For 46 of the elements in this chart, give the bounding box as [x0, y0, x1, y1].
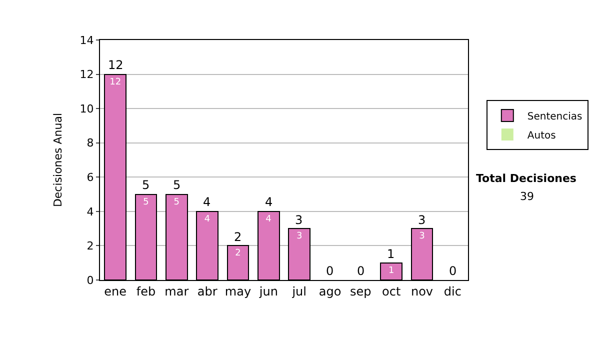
data-label: 2 [235, 248, 241, 259]
x-tick-label: jun [258, 284, 278, 298]
data-label: 5 [174, 197, 180, 208]
data-label: 4 [266, 214, 272, 224]
y-tick-label: 14 [80, 34, 94, 47]
legend-label: Sentencias [527, 111, 582, 122]
total-label: 3 [295, 213, 303, 227]
y-tick-label: 6 [86, 170, 94, 184]
total-label: 5 [142, 178, 150, 192]
total-label: 0 [326, 264, 334, 278]
y-tick-label: 8 [86, 136, 94, 150]
data-label: 3 [296, 232, 302, 242]
y-tick-label: 12 [80, 68, 94, 82]
text: 39 [520, 190, 534, 203]
data-label: 4 [204, 214, 210, 224]
x-tick-label: ene [104, 284, 127, 298]
total-label: 5 [173, 178, 181, 192]
data-label: 12 [110, 77, 122, 88]
y-tick-label: 0 [86, 274, 94, 287]
total-label: 0 [357, 264, 365, 278]
y-axis-title: Decisiones Anual [51, 112, 64, 208]
x-tick-label: jul [291, 284, 306, 298]
text: Total Decisiones [476, 172, 577, 185]
total-label: 1 [387, 247, 395, 261]
total-label: 0 [449, 264, 457, 278]
y-tick-label: 10 [80, 102, 94, 116]
total-label: 4 [265, 195, 273, 209]
total-label: 2 [234, 230, 242, 244]
x-tick-label: may [224, 284, 252, 298]
y-tick-label: 2 [86, 240, 94, 253]
x-tick-label: mar [164, 284, 189, 298]
y-tick-label: 4 [86, 205, 94, 218]
x-tick-label: sep [350, 284, 372, 298]
total-label: 12 [108, 58, 124, 72]
total-label: 3 [418, 213, 426, 227]
x-tick-label: oct [382, 284, 401, 298]
data-label: 5 [143, 197, 149, 208]
x-tick-label: abr [197, 284, 218, 298]
total-label: 4 [203, 195, 211, 209]
x-tick-label: nov [410, 284, 434, 298]
data-label: 1 [388, 266, 394, 276]
legend-label: Autos [527, 130, 556, 142]
x-tick-label: dic [444, 284, 462, 298]
x-tick-label: ago [318, 284, 342, 298]
data-label: 3 [419, 232, 425, 242]
x-tick-label: feb [136, 284, 156, 298]
